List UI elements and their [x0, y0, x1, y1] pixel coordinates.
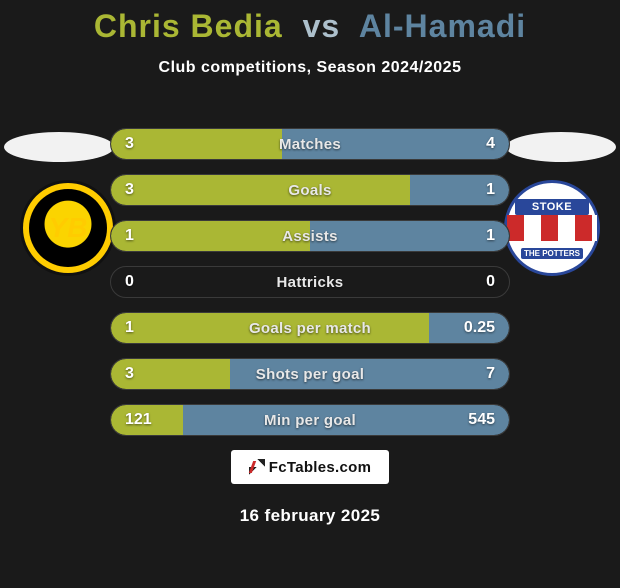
team-badge-right-bottom: THE POTTERS: [521, 248, 583, 259]
team-halo-left: [4, 132, 114, 162]
stat-label: Min per goal: [111, 405, 509, 435]
stats-bars: 34Matches 31Goals 11Assists 00Hattricks 10.2…: [110, 128, 510, 450]
stat-row: 37Shots per goal: [110, 358, 510, 390]
stat-label: Assists: [111, 221, 509, 251]
team-badge-left-label: YB: [29, 189, 107, 267]
stat-label: Shots per goal: [111, 359, 509, 389]
title-vs: vs: [293, 8, 351, 44]
stat-label: Goals: [111, 175, 509, 205]
title-right-player: Al-Hamadi: [359, 8, 526, 44]
team-halo-right: [506, 132, 616, 162]
footer-date: 16 february 2025: [0, 506, 620, 526]
stat-row: 11Assists: [110, 220, 510, 252]
title-left-player: Chris Bedia: [94, 8, 283, 44]
team-badge-right: STOKE THE POTTERS: [504, 180, 600, 276]
fctables-icon: [249, 459, 265, 475]
stat-row: 31Goals: [110, 174, 510, 206]
stat-row: 34Matches: [110, 128, 510, 160]
stat-row: 121545Min per goal: [110, 404, 510, 436]
stat-label: Matches: [111, 129, 509, 159]
stat-label: Hattricks: [111, 267, 509, 297]
footer-brand-text: FcTables.com: [269, 459, 372, 476]
team-badge-right-stripes: [507, 215, 597, 241]
stat-row: 00Hattricks: [110, 266, 510, 298]
stat-label: Goals per match: [111, 313, 509, 343]
page-title: Chris Bedia vs Al-Hamadi: [0, 8, 620, 45]
team-badge-right-top: STOKE: [515, 199, 589, 215]
team-badge-left: YB: [20, 180, 116, 276]
footer-brand: FcTables.com: [231, 450, 389, 484]
subtitle: Club competitions, Season 2024/2025: [0, 59, 620, 77]
stat-row: 10.25Goals per match: [110, 312, 510, 344]
